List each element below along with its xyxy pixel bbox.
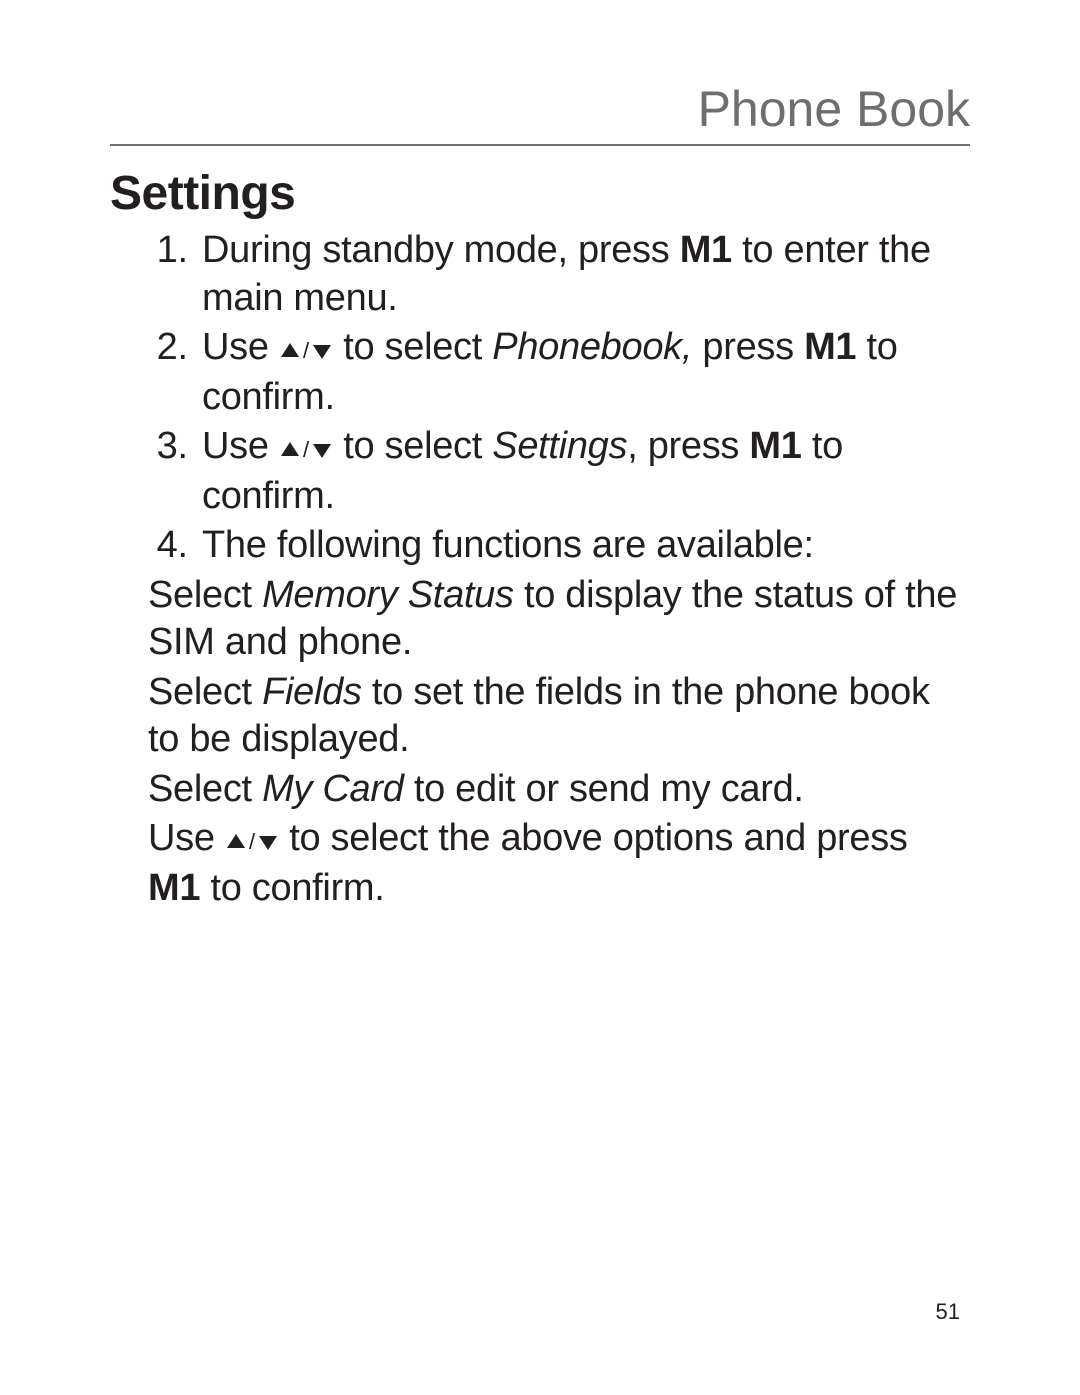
key-m1: M1 bbox=[148, 867, 200, 909]
key-m1: M1 bbox=[749, 425, 801, 467]
instruction-list: During standby mode, press M1 to enter t… bbox=[110, 227, 970, 570]
text: Use bbox=[202, 326, 279, 368]
page: Phone Book Settings During standby mode,… bbox=[0, 0, 1080, 1395]
section-title: Settings bbox=[110, 166, 970, 221]
text: to select bbox=[333, 326, 492, 368]
text: The following functions are available: bbox=[202, 524, 814, 566]
option-fields: Fields bbox=[262, 671, 362, 713]
option-my-card: My Card bbox=[262, 768, 403, 810]
page-number: 51 bbox=[936, 1299, 960, 1325]
text: , press bbox=[627, 425, 749, 467]
step-4: The following functions are available: bbox=[198, 522, 970, 570]
para-memory-status: Select Memory Status to display the stat… bbox=[148, 572, 970, 667]
text: During standby mode, press bbox=[202, 229, 680, 271]
body-paragraphs: Select Memory Status to display the stat… bbox=[110, 572, 970, 913]
step-2: Use / to select Phonebook, press M1 to c… bbox=[198, 324, 970, 421]
menu-phonebook: Phonebook, bbox=[492, 326, 692, 368]
up-down-arrow-icon: / bbox=[279, 425, 333, 473]
svg-text:/: / bbox=[303, 341, 310, 361]
para-use-arrows: Use / to select the above options and pr… bbox=[148, 815, 970, 912]
text: to select bbox=[333, 425, 492, 467]
svg-text:/: / bbox=[249, 832, 256, 852]
up-down-arrow-icon: / bbox=[225, 817, 279, 865]
step-3: Use / to select Settings, press M1 to co… bbox=[198, 423, 970, 520]
step-1: During standby mode, press M1 to enter t… bbox=[198, 227, 970, 322]
text: Use bbox=[202, 425, 279, 467]
text: to edit or send my card. bbox=[404, 768, 804, 810]
chapter-title: Phone Book bbox=[698, 81, 970, 137]
para-my-card: Select My Card to edit or send my card. bbox=[148, 766, 970, 814]
text: to confirm. bbox=[200, 867, 384, 909]
text: Select bbox=[148, 768, 262, 810]
key-m1: M1 bbox=[804, 326, 856, 368]
text: Select bbox=[148, 671, 262, 713]
text: Select bbox=[148, 574, 262, 616]
chapter-header: Phone Book bbox=[110, 80, 970, 146]
text: to select the above options and press bbox=[279, 817, 908, 859]
key-m1: M1 bbox=[680, 229, 732, 271]
text: Use bbox=[148, 817, 225, 859]
up-down-arrow-icon: / bbox=[279, 326, 333, 374]
text: press bbox=[692, 326, 804, 368]
menu-settings: Settings bbox=[492, 425, 627, 467]
option-memory-status: Memory Status bbox=[262, 574, 514, 616]
svg-text:/: / bbox=[303, 440, 310, 460]
para-fields: Select Fields to set the fields in the p… bbox=[148, 669, 970, 764]
